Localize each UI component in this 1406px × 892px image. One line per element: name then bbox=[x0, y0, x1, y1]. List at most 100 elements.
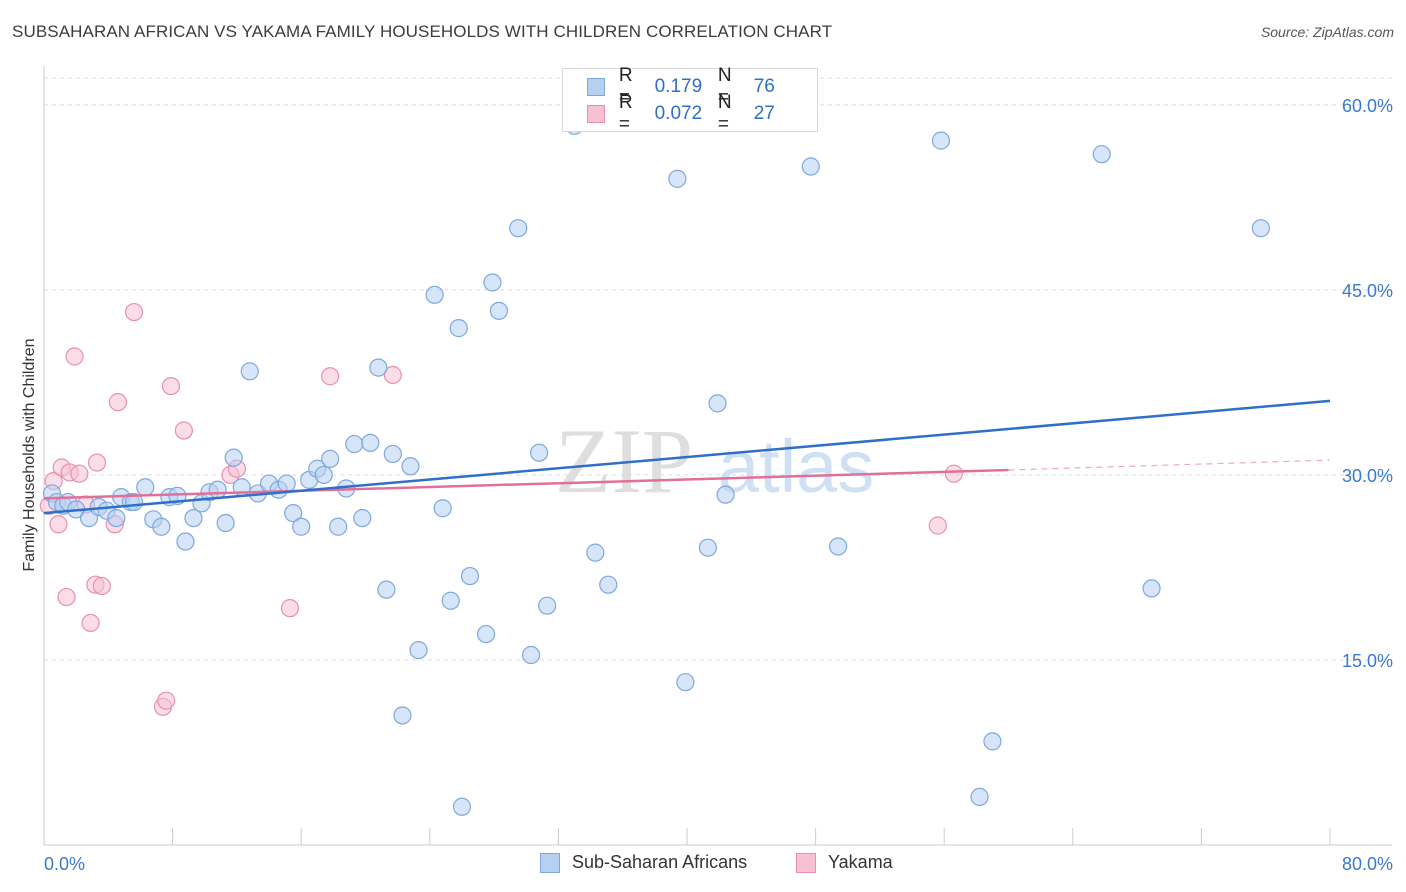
n-label: N = bbox=[717, 92, 732, 135]
yakama-point bbox=[944, 464, 963, 483]
x-tick-label: 0.0% bbox=[44, 854, 85, 874]
watermark-atlas: atlas bbox=[718, 425, 874, 508]
yakama-points bbox=[39, 302, 963, 716]
watermark-zip: ZIP bbox=[555, 410, 693, 512]
y-tick-label: 15.0% bbox=[1342, 651, 1393, 671]
yakama-point bbox=[65, 347, 84, 366]
subsaharan-point bbox=[449, 319, 468, 338]
subsaharan-point bbox=[521, 645, 541, 665]
subsaharan-point bbox=[393, 706, 412, 725]
r-label: R = bbox=[618, 65, 633, 108]
subsaharan-point bbox=[329, 517, 348, 536]
subsaharan-point bbox=[1251, 219, 1270, 238]
source-credit: Source: ZipAtlas.com bbox=[1260, 24, 1394, 40]
subsaharan-point bbox=[530, 443, 549, 462]
subsaharan-point bbox=[369, 358, 388, 377]
yakama-point bbox=[108, 393, 128, 412]
axes bbox=[43, 66, 1392, 846]
y-tick-label: 30.0% bbox=[1342, 466, 1393, 486]
subsaharan-point bbox=[698, 538, 717, 557]
subsaharan-point bbox=[176, 532, 195, 551]
subsaharan-point bbox=[240, 362, 259, 381]
subsaharan-point bbox=[509, 219, 528, 238]
subsaharan-point bbox=[433, 499, 452, 518]
legend-label: Sub-Saharan Africans bbox=[572, 852, 748, 872]
subsaharan-point bbox=[1142, 579, 1161, 598]
subsaharan-point bbox=[401, 457, 420, 476]
trend-lines bbox=[43, 399, 1331, 515]
x-tick-label: 80.0% bbox=[1342, 854, 1393, 874]
subsaharan-point bbox=[321, 449, 340, 468]
subsaharan-point bbox=[208, 480, 227, 499]
subsaharan-point bbox=[931, 131, 951, 150]
y-tick-labels: 15.0% 30.0% 45.0% 60.0% bbox=[1342, 96, 1393, 671]
subsaharan-point bbox=[716, 485, 735, 504]
subsaharan-legend-swatch bbox=[540, 852, 560, 873]
yakama-point bbox=[124, 302, 144, 322]
subsaharan-point bbox=[668, 169, 687, 188]
subsaharan-point bbox=[152, 517, 171, 536]
subsaharan-point bbox=[476, 624, 496, 644]
subsaharan-trend-line bbox=[43, 399, 1331, 515]
subsaharan-point bbox=[483, 273, 502, 292]
yakama-point bbox=[157, 691, 176, 710]
r-value: 0.179 bbox=[654, 76, 703, 97]
stats-row-yakama: R = 0.072 N = 27 bbox=[587, 92, 817, 135]
subsaharan-point bbox=[107, 508, 126, 528]
yakama-point bbox=[928, 516, 947, 535]
subsaharan-point bbox=[708, 394, 727, 413]
legend-item-yakama[interactable]: Yakama bbox=[796, 852, 893, 873]
subsaharan-point bbox=[184, 508, 203, 528]
subsaharan-point bbox=[1092, 145, 1111, 164]
r-value: 0.072 bbox=[654, 103, 703, 124]
subsaharan-points bbox=[42, 116, 1270, 816]
subsaharan-point bbox=[353, 508, 372, 528]
subsaharan-point bbox=[383, 444, 402, 464]
subsaharan-point bbox=[136, 478, 155, 497]
y-tick-label: 45.0% bbox=[1342, 281, 1393, 301]
subsaharan-point bbox=[586, 543, 605, 562]
subsaharan-point bbox=[441, 591, 460, 610]
legend-item-subsaharan[interactable]: Sub-Saharan Africans bbox=[540, 852, 747, 873]
yakama-point bbox=[81, 613, 100, 633]
stats-legend: R = 0.179 N = 76 R = 0.072 N = 27 bbox=[562, 65, 818, 135]
subsaharan-point bbox=[377, 580, 396, 599]
x-tick-labels: 0.0% 80.0% bbox=[44, 854, 1393, 874]
yakama-legend-swatch bbox=[796, 852, 816, 873]
subsaharan-point bbox=[277, 474, 296, 493]
subsaharan-point bbox=[983, 732, 1002, 751]
n-label: N = bbox=[717, 65, 732, 108]
yakama-trend-line bbox=[43, 468, 1009, 500]
yakama-point bbox=[383, 365, 402, 385]
r-label: R = bbox=[618, 92, 633, 135]
y-tick-label: 60.0% bbox=[1342, 96, 1393, 116]
series-legend: Sub-Saharan Africans Yakama bbox=[0, 852, 1406, 876]
subsaharan-swatch bbox=[587, 78, 605, 96]
subsaharan-point bbox=[345, 434, 364, 454]
x-ticks bbox=[43, 828, 1331, 845]
yakama-point bbox=[174, 421, 193, 440]
yakama-swatch bbox=[587, 105, 605, 123]
yakama-point bbox=[321, 367, 340, 386]
subsaharan-point bbox=[224, 448, 243, 467]
n-value: 76 bbox=[753, 76, 775, 97]
subsaharan-point bbox=[460, 566, 480, 586]
yakama-point bbox=[87, 453, 107, 472]
subsaharan-point bbox=[489, 301, 509, 320]
subsaharan-point bbox=[216, 513, 235, 533]
chart-title: SUBSAHARAN AFRICAN VS YAKAMA FAMILY HOUS… bbox=[12, 22, 833, 41]
subsaharan-point bbox=[284, 504, 303, 523]
subsaharan-point bbox=[292, 517, 311, 536]
subsaharan-point bbox=[361, 433, 380, 452]
subsaharan-point bbox=[425, 285, 444, 304]
subsaharan-point bbox=[538, 596, 557, 615]
legend-label: Yakama bbox=[828, 852, 893, 872]
n-value: 27 bbox=[753, 103, 775, 124]
subsaharan-point bbox=[676, 673, 695, 692]
subsaharan-point bbox=[409, 640, 428, 660]
subsaharan-point bbox=[829, 537, 848, 556]
yakama-point bbox=[280, 599, 300, 618]
subsaharan-point bbox=[599, 575, 618, 594]
subsaharan-point bbox=[314, 465, 333, 485]
